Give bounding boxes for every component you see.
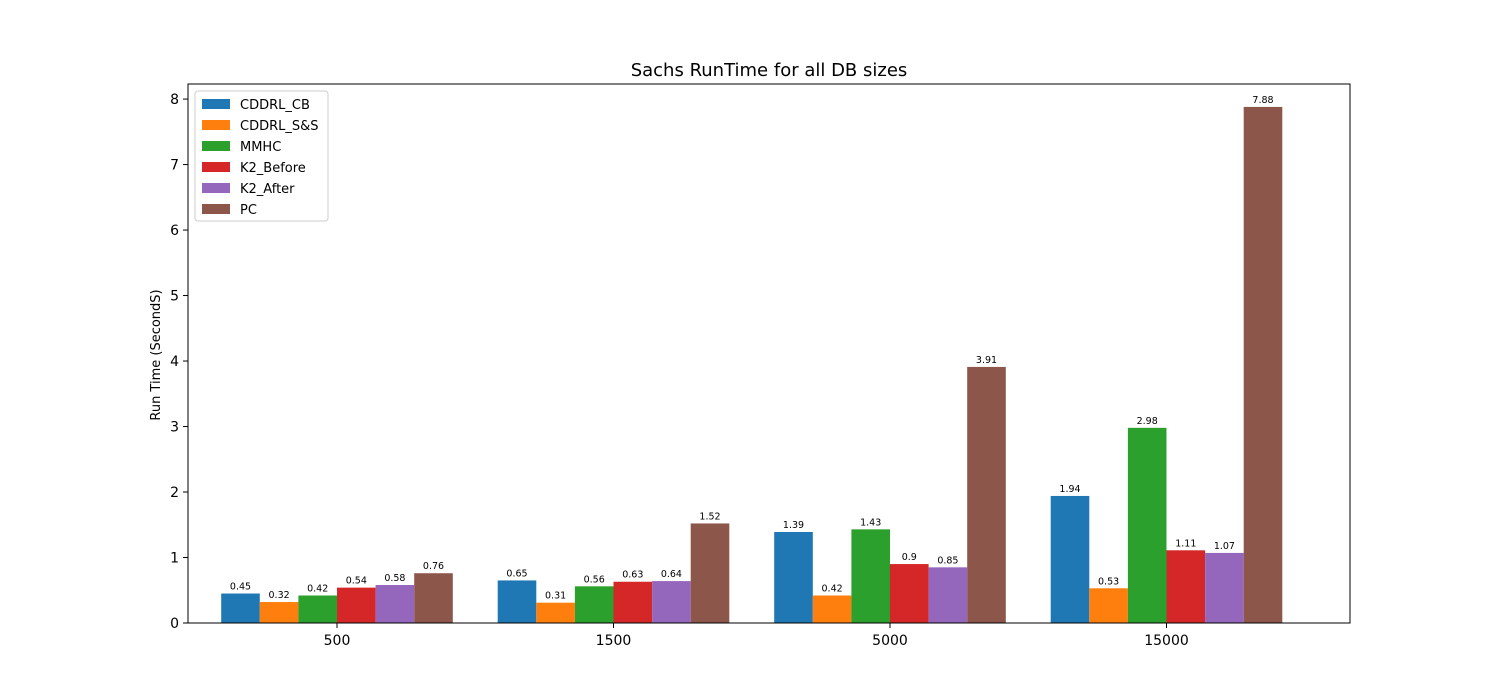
bar xyxy=(652,581,691,623)
data-label: 1.52 xyxy=(699,511,720,522)
bar xyxy=(536,602,575,623)
data-label: 0.76 xyxy=(423,561,444,572)
bar xyxy=(812,595,852,623)
data-label: 0.42 xyxy=(822,583,843,594)
bar xyxy=(574,586,614,623)
bar xyxy=(414,573,453,623)
data-label: 0.56 xyxy=(584,574,605,585)
bar xyxy=(1243,106,1283,624)
legend-entry: PC xyxy=(240,203,257,218)
bar xyxy=(967,366,1006,623)
bar xyxy=(298,595,337,623)
bar xyxy=(337,587,376,623)
y-tick-label: 5 xyxy=(170,289,179,305)
data-label: 1.07 xyxy=(1214,541,1235,552)
legend-entry: CDDRL_CB xyxy=(240,98,310,113)
data-label: 1.11 xyxy=(1175,538,1196,549)
data-label: 0.64 xyxy=(661,569,682,580)
y-tick-label: 0 xyxy=(170,616,179,632)
bar xyxy=(774,531,813,623)
legend-swatch xyxy=(202,204,230,214)
bar xyxy=(613,581,653,623)
bar xyxy=(221,593,260,623)
bars-layer: 0.45 0.65 1.39 1.94 0.32 0.31 0.42 0.53 0.42 0.56… xyxy=(221,95,1283,624)
data-label: 0.65 xyxy=(506,568,527,579)
legend-entry: K2_Before xyxy=(240,161,306,176)
y-tick-label: 1 xyxy=(170,551,179,567)
data-label: 1.39 xyxy=(783,520,804,531)
legend-swatch xyxy=(202,120,230,130)
data-label: 0.85 xyxy=(937,555,958,566)
bar xyxy=(1205,552,1244,623)
data-label: 0.53 xyxy=(1098,576,1119,587)
y-tick-label: 3 xyxy=(170,420,179,436)
bar xyxy=(1166,550,1206,623)
legend-entry: MMHC xyxy=(240,140,281,155)
x-tick-label: 15000 xyxy=(1144,633,1189,649)
legend-entry: K2_After xyxy=(240,182,295,197)
legend-swatch xyxy=(202,183,230,193)
legend-swatch xyxy=(202,99,230,109)
data-label: 0.45 xyxy=(230,582,251,593)
y-tick-label: 2 xyxy=(170,485,179,501)
bar xyxy=(1127,427,1167,623)
legend-swatch xyxy=(202,141,230,151)
data-label: 0.54 xyxy=(346,576,367,587)
data-label: 0.58 xyxy=(384,573,405,584)
bar xyxy=(259,602,299,623)
y-tick-label: 8 xyxy=(170,92,179,108)
data-label: 1.94 xyxy=(1059,484,1080,495)
data-label: 0.32 xyxy=(269,590,290,601)
bar xyxy=(690,523,730,623)
data-label: 2.98 xyxy=(1137,416,1158,427)
y-axis-label: Run Time (SecondS) xyxy=(149,289,164,420)
data-label: 0.31 xyxy=(545,591,566,602)
data-label: 0.63 xyxy=(622,570,643,581)
bar xyxy=(928,567,968,623)
bar xyxy=(1050,495,1090,623)
bar xyxy=(890,564,929,623)
legend-entry: CDDRL_S&S xyxy=(240,119,319,134)
data-label: 3.91 xyxy=(976,355,997,366)
legend: CDDRL_CB CDDRL_S&S MMHC K2_Before K2_After PC xyxy=(194,90,329,222)
x-tick-label: 5000 xyxy=(872,633,908,649)
y-tick-label: 6 xyxy=(170,223,179,239)
bar xyxy=(375,585,415,623)
bar xyxy=(497,580,537,623)
data-label: 0.42 xyxy=(307,583,328,594)
data-label: 7.88 xyxy=(1252,95,1273,106)
axes-layer: 0 1 2 3 4 5 6 7 8 500 1500 5000 15000 xyxy=(170,83,1351,649)
data-label: 0.9 xyxy=(902,552,917,563)
chart-title: Sachs RunTime for all DB sizes xyxy=(631,60,908,81)
plot-frame xyxy=(187,83,1351,624)
y-tick-label: 7 xyxy=(170,158,179,174)
legend-swatch xyxy=(202,162,230,172)
y-tick-label: 4 xyxy=(170,354,179,370)
x-tick-label: 500 xyxy=(324,633,351,649)
bar xyxy=(851,529,890,623)
x-tick-label: 1500 xyxy=(596,633,632,649)
bar xyxy=(1089,588,1128,623)
data-label: 1.43 xyxy=(860,517,881,528)
